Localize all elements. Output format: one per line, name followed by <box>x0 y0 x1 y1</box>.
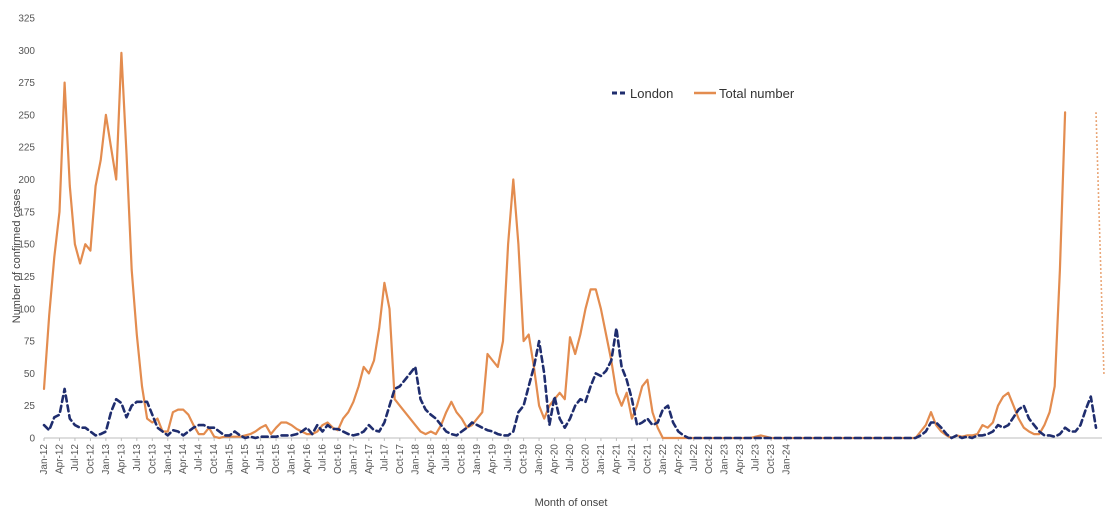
x-tick-label: Oct-20 <box>580 444 591 474</box>
x-tick-label: Apr-12 <box>54 444 65 474</box>
x-tick-label: Jan-24 <box>782 444 793 475</box>
x-tick-label: Jul-18 <box>441 444 452 472</box>
x-tick-label: Jul-14 <box>194 444 205 472</box>
x-tick-label: Jan-23 <box>720 444 731 475</box>
x-tick-label: Jan-21 <box>596 444 607 475</box>
y-tick-label: 325 <box>18 14 35 25</box>
x-tick-label: Jan-20 <box>534 444 545 475</box>
x-tick-label: Jan-17 <box>348 444 359 475</box>
legend-label-total: Total number <box>719 86 795 101</box>
x-tick-label: Oct-16 <box>333 444 344 474</box>
x-tick-label: Apr-23 <box>735 444 746 474</box>
x-tick-label: Jul-17 <box>379 444 390 472</box>
x-tick-label: Jul-22 <box>689 444 700 472</box>
y-tick-label: 250 <box>18 110 35 121</box>
legend: London Total number <box>612 86 795 101</box>
x-tick-label: Jul-15 <box>256 444 267 472</box>
y-tick-label: 225 <box>18 143 35 154</box>
x-tick-label: Jan-18 <box>410 444 421 475</box>
series-line-total <box>42 51 1067 440</box>
x-tick-label: Oct-23 <box>766 444 777 474</box>
series-lines <box>42 51 1105 440</box>
x-tick-label: Apr-16 <box>302 444 313 474</box>
y-tick-label: 100 <box>18 304 35 315</box>
x-tick-label: Jul-19 <box>503 444 514 472</box>
y-tick-label: 75 <box>24 337 36 348</box>
x-tick-label: Jul-12 <box>70 444 81 472</box>
y-tick-label: 25 <box>24 401 36 412</box>
x-tick-label: Jan-15 <box>225 444 236 475</box>
y-tick-label: 150 <box>18 240 35 251</box>
x-axis-label: Month of onset <box>535 497 608 509</box>
x-tick-label: Jul-13 <box>132 444 143 472</box>
x-tick-label: Jul-16 <box>317 444 328 472</box>
series-total-trailing-segment <box>1095 112 1105 376</box>
x-tick-label: Oct-13 <box>147 444 158 474</box>
x-tick-label: Apr-17 <box>364 444 375 474</box>
x-tick-label: Apr-18 <box>426 444 437 474</box>
x-tick-label: Jul-23 <box>751 444 762 472</box>
x-tick-label: Apr-19 <box>488 444 499 474</box>
x-tick-label: Jul-21 <box>627 444 638 472</box>
x-tick-label: Oct-21 <box>642 444 653 474</box>
x-tick-label: Jan-19 <box>472 444 483 475</box>
x-tick-label: Jan-22 <box>658 444 669 475</box>
x-tick-label: Oct-14 <box>209 444 220 474</box>
x-tick-label: Apr-22 <box>673 444 684 474</box>
x-tick-label: Oct-17 <box>395 444 406 474</box>
x-tick-label: Apr-15 <box>240 444 251 474</box>
y-tick-label: 275 <box>18 78 35 89</box>
x-tick-label: Jan-14 <box>163 444 174 475</box>
x-axis: Jan-12 Apr-12 Jul-12 Oct-12 Jan-13 Apr-13 Jul-… <box>39 437 1102 475</box>
x-tick-label: Jul-20 <box>565 444 576 472</box>
x-tick-label: Jan-16 <box>287 444 298 475</box>
x-tick-label: Oct-15 <box>271 444 282 474</box>
y-axis-label: Number of confirmed cases <box>11 188 23 323</box>
x-tick-label: Jan-13 <box>101 444 112 475</box>
x-tick-label: Jan-12 <box>39 444 50 475</box>
x-tick-label: Oct-22 <box>704 444 715 474</box>
x-tick-label: Apr-21 <box>611 444 622 474</box>
legend-label-london: London <box>630 86 673 101</box>
y-axis: 0 25 50 75 100 125 150 175 200 225 250 275 300 325 <box>18 14 35 445</box>
series-line-london <box>42 326 1098 440</box>
x-tick-label: Apr-14 <box>178 444 189 474</box>
x-tick-label: Oct-12 <box>85 444 96 474</box>
y-tick-label: 175 <box>18 207 35 218</box>
x-tick-label: Oct-18 <box>457 444 468 474</box>
y-tick-label: 200 <box>18 175 35 186</box>
y-tick-label: 125 <box>18 272 35 283</box>
x-tick-label: Apr-20 <box>550 444 561 474</box>
y-tick-label: 0 <box>29 434 35 445</box>
y-tick-label: 50 <box>24 369 36 380</box>
y-tick-label: 300 <box>18 46 35 57</box>
x-tick-label: Apr-13 <box>116 444 127 474</box>
x-tick-label: Oct-19 <box>519 444 530 474</box>
